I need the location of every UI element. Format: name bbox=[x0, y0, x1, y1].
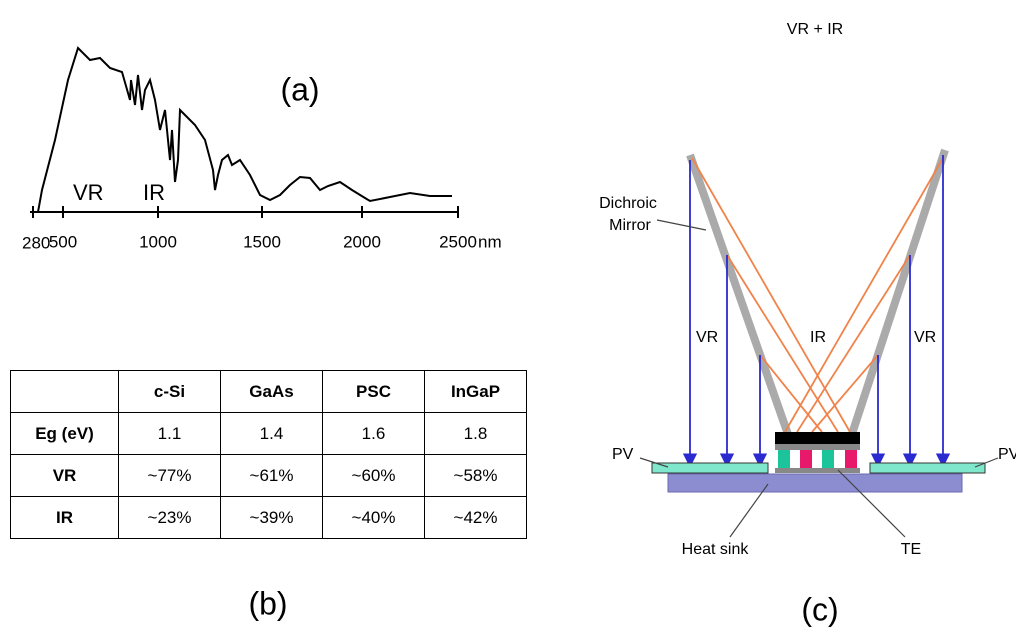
tick-label: 1500 bbox=[243, 232, 281, 251]
table-cell: 1.8 bbox=[425, 413, 527, 455]
region-label: VR bbox=[73, 180, 104, 205]
tick-label: 2000 bbox=[343, 232, 381, 251]
beam-label: VR bbox=[914, 329, 936, 346]
pv-label: PV bbox=[612, 446, 634, 463]
panel-label: (c) bbox=[801, 591, 838, 627]
header-cell: GaAs bbox=[221, 371, 323, 413]
row-label: VR bbox=[11, 455, 119, 497]
tick-label: 2500 bbox=[439, 232, 477, 251]
panel-label: (b) bbox=[248, 585, 287, 621]
pv-cell bbox=[652, 463, 768, 473]
header-cell: PSC bbox=[323, 371, 425, 413]
ir-beams bbox=[692, 158, 943, 432]
te-label: TE bbox=[901, 541, 921, 558]
mirror bbox=[690, 155, 790, 440]
table-cell: ~77% bbox=[119, 455, 221, 497]
table-cell: ~42% bbox=[425, 497, 527, 539]
vr-beams bbox=[690, 155, 943, 466]
tick-label: 280 bbox=[22, 233, 50, 252]
tick-label: 500 bbox=[49, 232, 77, 251]
header-cell: c-Si bbox=[119, 371, 221, 413]
table-row: VR ~77% ~61% ~60% ~58% bbox=[11, 455, 527, 497]
table-cell: ~60% bbox=[323, 455, 425, 497]
te-leg bbox=[778, 450, 790, 468]
incoming-label: VR + IR bbox=[787, 21, 843, 38]
beam-label: IR bbox=[810, 329, 826, 346]
te-leg bbox=[822, 450, 834, 468]
table-cell: ~61% bbox=[221, 455, 323, 497]
table-cell: ~23% bbox=[119, 497, 221, 539]
pv-cell bbox=[870, 463, 985, 473]
tick-label: 1000 bbox=[139, 232, 177, 251]
heat-sink-label: Heat sink bbox=[682, 541, 750, 558]
bandgap-table: c-Si GaAs PSC InGaP Eg (eV) 1.1 1.4 1.6 … bbox=[10, 370, 527, 539]
region-label: IR bbox=[143, 180, 165, 205]
te-leg bbox=[800, 450, 812, 468]
table-cell: ~58% bbox=[425, 455, 527, 497]
table-row: Eg (eV) 1.1 1.4 1.6 1.8 bbox=[11, 413, 527, 455]
table-cell: ~40% bbox=[323, 497, 425, 539]
te-absorber bbox=[775, 432, 860, 444]
table-cell: 1.4 bbox=[221, 413, 323, 455]
table-cell: 1.1 bbox=[119, 413, 221, 455]
te-module bbox=[775, 432, 860, 473]
te-plate bbox=[775, 444, 860, 450]
figure: 280 500 1000 1500 2000 2500 nm VR IR (a)… bbox=[0, 0, 1016, 632]
te-leg bbox=[845, 450, 857, 468]
table-cell: 1.6 bbox=[323, 413, 425, 455]
unit-label: nm bbox=[478, 232, 502, 251]
row-label: IR bbox=[11, 497, 119, 539]
header-cell: InGaP bbox=[425, 371, 527, 413]
mirror-label: Mirror bbox=[609, 217, 651, 234]
table-corner bbox=[11, 371, 119, 413]
table-cell: ~39% bbox=[221, 497, 323, 539]
table-header: c-Si GaAs PSC InGaP bbox=[11, 371, 527, 413]
te-base bbox=[775, 468, 860, 473]
leader bbox=[657, 220, 706, 230]
pv-label: PV bbox=[998, 446, 1016, 463]
heat-sink bbox=[668, 474, 962, 492]
mirror-label: Dichroic bbox=[599, 195, 657, 212]
table-row: IR ~23% ~39% ~40% ~42% bbox=[11, 497, 527, 539]
row-label: Eg (eV) bbox=[11, 413, 119, 455]
panel-label: (a) bbox=[280, 71, 319, 107]
beam-label: VR bbox=[696, 329, 718, 346]
